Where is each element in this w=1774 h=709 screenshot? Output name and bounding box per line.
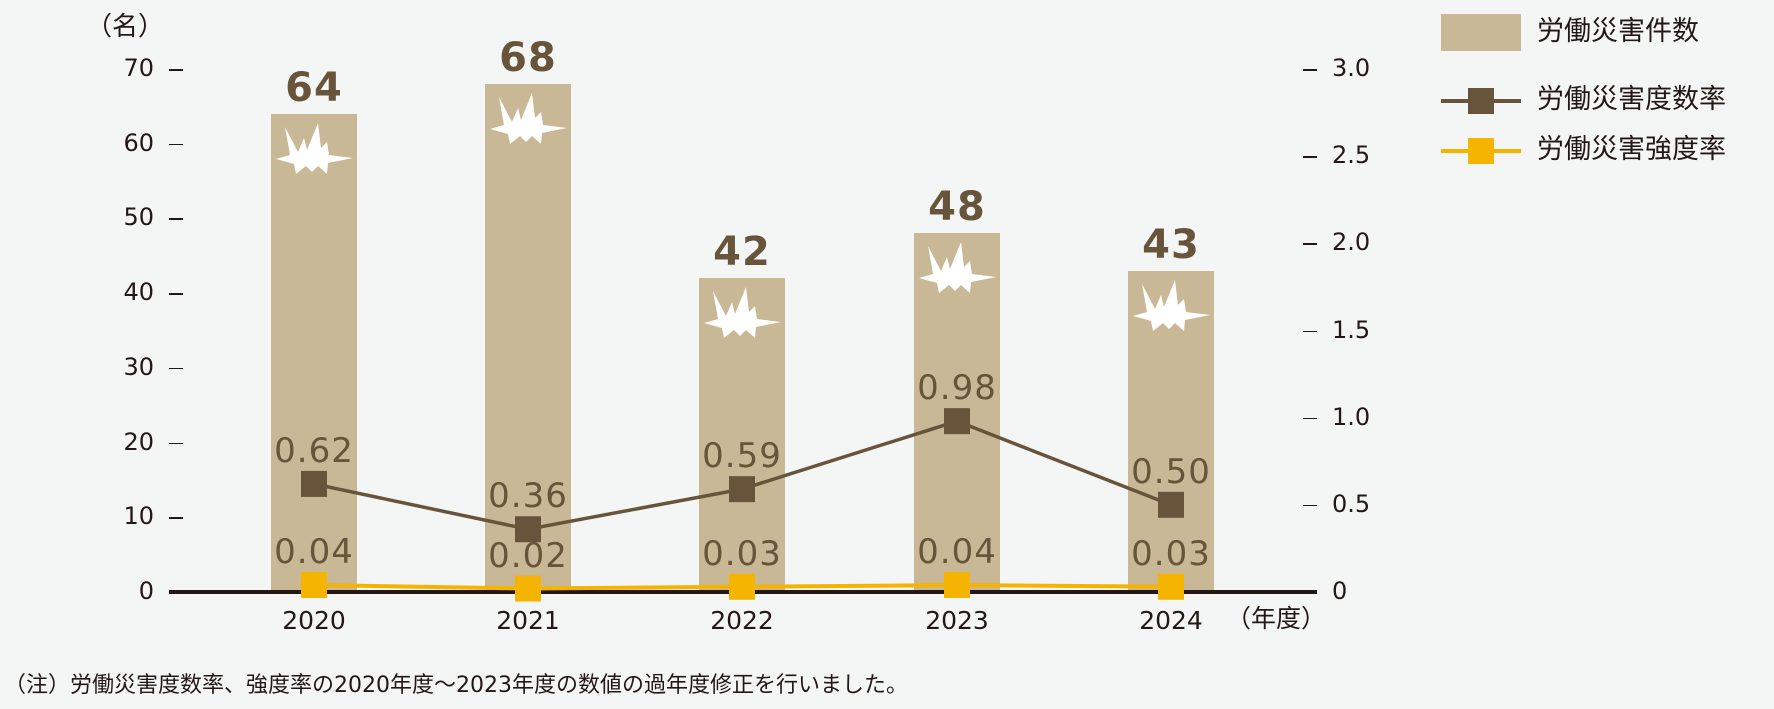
- starburst-icon: [704, 287, 781, 339]
- left-tick-label: 20: [123, 427, 154, 456]
- legend-label-severity-rate: 労働災害強度率: [1537, 134, 1726, 165]
- left-tick-mark: [169, 69, 183, 71]
- square-marker-icon: [301, 470, 327, 497]
- square-marker-icon: [515, 516, 541, 543]
- legend-swatch-bar: [1441, 14, 1521, 51]
- square-marker-icon: [944, 572, 970, 599]
- x-tick-label: 2024: [1139, 606, 1203, 635]
- right-tick-label: 2.0: [1332, 228, 1371, 257]
- severity-rate-label: 0.03: [702, 533, 782, 574]
- footnote: （注）労働災害度数率、強度率の2020年度～2023年度の数値の過年度修正を行い…: [4, 673, 908, 698]
- right-tick-mark: [1303, 156, 1317, 158]
- left-tick-label: 50: [123, 203, 154, 232]
- left-tick-label: 0: [138, 577, 154, 605]
- bar-2021: [485, 83, 571, 592]
- x-tick-label: 2021: [496, 606, 560, 635]
- bar-value-label: 42: [713, 229, 771, 276]
- severity-rate-label: 0.04: [917, 532, 997, 573]
- severity-rate-label: 0.03: [1131, 533, 1211, 574]
- bar-2022: [699, 278, 785, 592]
- frequency-rate-label: 0.62: [274, 430, 354, 471]
- x-tick-label: 2022: [710, 606, 774, 635]
- starburst-icon: [276, 122, 353, 174]
- legend-swatch-severity: [1441, 138, 1521, 164]
- legend-swatch-frequency: [1441, 88, 1521, 114]
- severity-rate-label: 0.04: [274, 532, 354, 573]
- left-tick-mark: [169, 293, 183, 295]
- bar-value-label: 68: [499, 34, 557, 81]
- left-tick-label: 70: [123, 54, 154, 82]
- bar-value-label: 43: [1142, 221, 1200, 268]
- frequency-rate-label: 0.36: [488, 476, 568, 517]
- square-marker-icon: [1158, 573, 1184, 600]
- left-tick-label: 40: [123, 278, 154, 307]
- starburst-icon: [490, 92, 567, 144]
- left-tick-label: 10: [123, 502, 154, 531]
- right-tick-label: 0: [1332, 577, 1348, 605]
- frequency-rate-label: 0.50: [1131, 451, 1211, 492]
- left-tick-label: 30: [123, 352, 154, 381]
- right-tick-label: 1.0: [1332, 402, 1371, 431]
- right-tick-mark: [1303, 417, 1317, 420]
- starburst-icon: [1133, 279, 1210, 331]
- left-tick-mark: [169, 442, 183, 445]
- right-tick-label: 0.5: [1332, 489, 1371, 518]
- bar-2024: [1128, 270, 1214, 592]
- right-tick-mark: [1303, 504, 1317, 507]
- legend-label-accidents: 労働災害件数: [1537, 16, 1699, 47]
- left-tick-mark: [169, 367, 183, 370]
- x-tick-label: 2020: [282, 606, 346, 635]
- square-marker-icon: [944, 408, 970, 435]
- right-tick-label: 1.5: [1332, 315, 1371, 344]
- right-tick-mark: [1303, 243, 1317, 245]
- right-tick-mark: [1303, 69, 1317, 71]
- square-marker-icon: [729, 573, 755, 600]
- bar-value-label: 48: [928, 184, 986, 231]
- left-axis-unit: （名）: [86, 12, 165, 42]
- right-tick-mark: [1303, 330, 1317, 332]
- starburst-icon: [919, 242, 996, 294]
- bar-value-label: 64: [285, 64, 343, 111]
- square-marker-icon: [515, 575, 541, 602]
- left-tick-label: 60: [123, 128, 154, 157]
- left-tick-mark: [169, 218, 183, 220]
- square-marker-icon: [729, 476, 755, 503]
- severity-rate-label: 0.02: [488, 535, 568, 576]
- x-tick-label: 2023: [925, 606, 989, 635]
- bar-2020: [271, 113, 357, 592]
- square-marker-icon: [1158, 491, 1184, 518]
- left-tick-mark: [169, 143, 183, 146]
- right-tick-label: 2.5: [1332, 141, 1371, 170]
- legend-label-frequency-rate: 労働災害度数率: [1537, 84, 1726, 115]
- left-tick-mark: [169, 517, 183, 519]
- square-marker-icon: [301, 572, 327, 599]
- right-tick-label: 3.0: [1332, 54, 1371, 82]
- x-axis-unit: （年度）: [1226, 604, 1327, 633]
- frequency-rate-label: 0.59: [702, 436, 782, 477]
- frequency-rate-label: 0.98: [917, 368, 997, 409]
